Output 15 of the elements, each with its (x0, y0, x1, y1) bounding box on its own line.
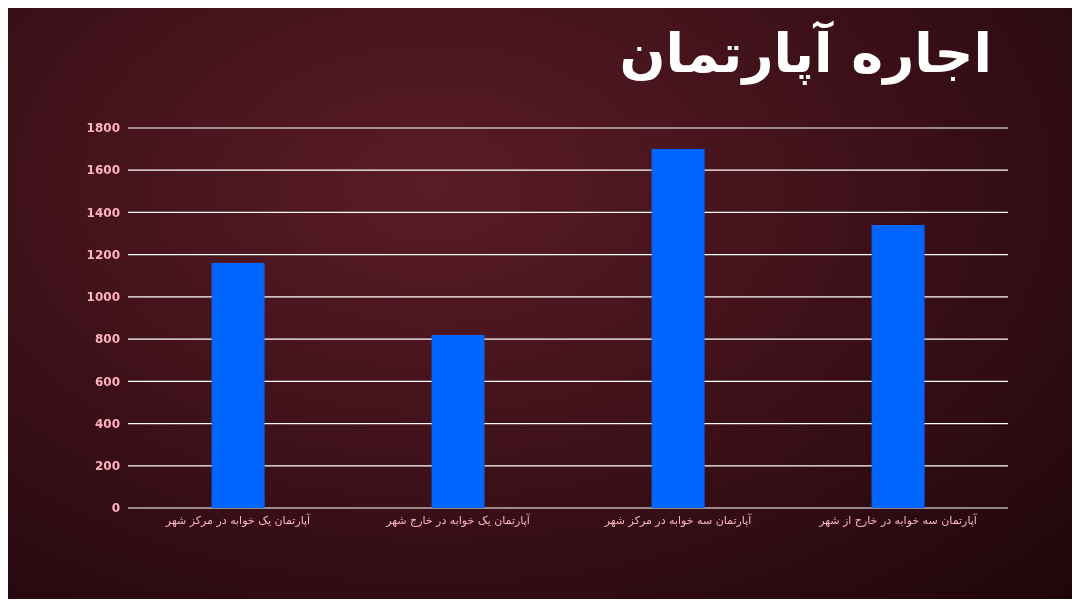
y-tick-label: 1000 (86, 290, 120, 305)
y-tick-label: 800 (94, 332, 120, 347)
x-tick-label: آپارتمان یک خوابه در خارج شهر (385, 512, 531, 527)
x-tick-label: آپارتمان سه خوابه در مرکز شهر (603, 512, 753, 527)
y-tick-label: 200 (94, 459, 120, 474)
y-tick-label: 600 (94, 374, 120, 389)
y-tick-label: 0 (111, 501, 120, 516)
y-tick-label: 1600 (86, 163, 120, 178)
y-tick-label: 1400 (86, 205, 120, 220)
y-tick-label: 1800 (86, 121, 120, 136)
y-tick-label: 1200 (86, 247, 120, 262)
x-tick-label: آپارتمان سه خوابه در خارج از شهر (818, 512, 978, 527)
chart-title: اجاره آپارتمان (619, 22, 992, 85)
x-tick-label: آپارتمان یک خوابه در مرکز شهر (164, 512, 312, 527)
y-tick-label: 400 (94, 416, 120, 431)
